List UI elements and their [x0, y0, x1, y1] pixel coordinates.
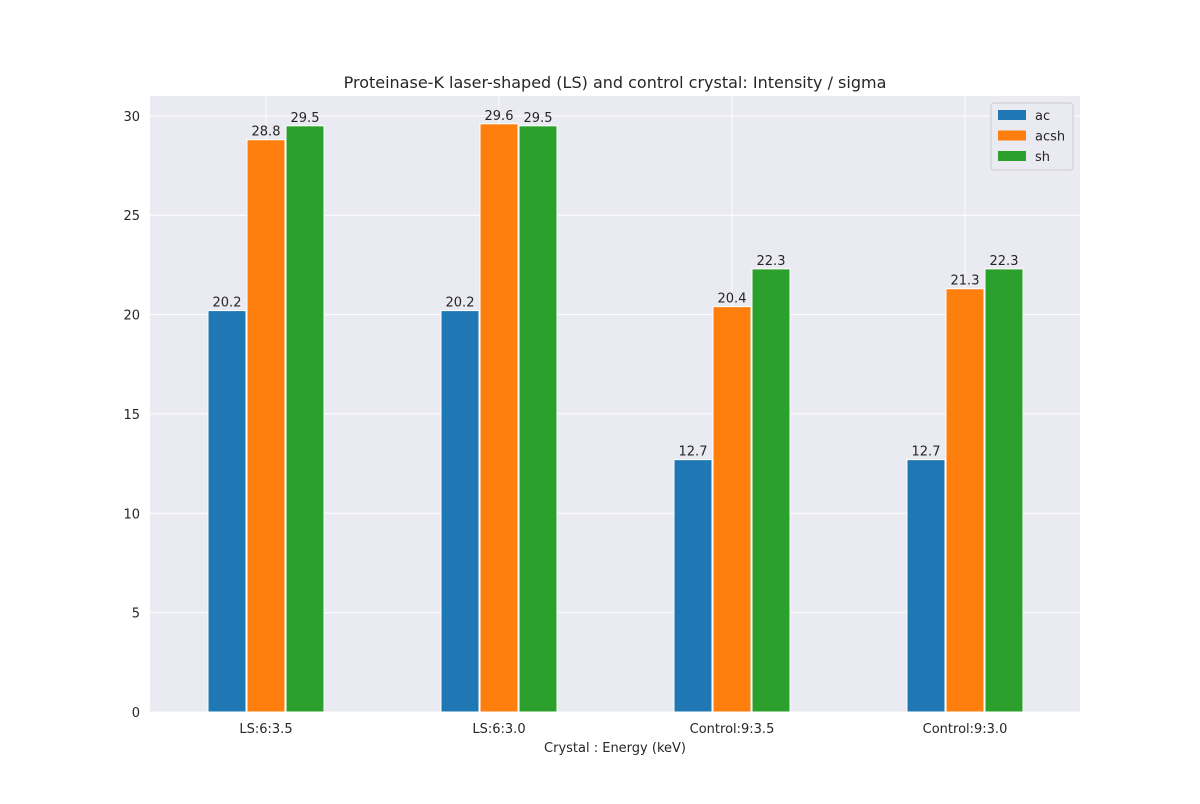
- data-label: 12.7: [679, 445, 708, 460]
- bar-sh: [984, 268, 1024, 713]
- chart-title: Proteinase-K laser-shaped (LS) and contr…: [344, 73, 887, 92]
- legend-swatch-sh: [998, 151, 1026, 161]
- y-tick-label: 10: [123, 507, 140, 522]
- x-tick-labels: LS:6:3.5 LS:6:3.0 Control:9:3.5 Control:9:3…: [239, 722, 1007, 737]
- y-tick-label: 25: [123, 209, 140, 224]
- bar-ac: [440, 310, 480, 713]
- bar-sh: [285, 125, 325, 713]
- y-tick-label: 20: [123, 309, 140, 324]
- y-tick-label: 30: [123, 110, 140, 125]
- data-label: 22.3: [990, 254, 1019, 269]
- data-label: 29.5: [291, 111, 320, 126]
- data-label: 12.7: [912, 445, 941, 460]
- y-tick-label: 0: [132, 706, 140, 721]
- data-label: 21.3: [951, 274, 980, 289]
- bar-acsh: [945, 288, 985, 713]
- legend-label-acsh: acsh: [1035, 130, 1065, 145]
- bar-acsh: [712, 306, 752, 713]
- data-labels-group: 20.2 28.8 29.5 20.2 29.6 29.5 12.7 20.4 22.3 12.7…: [213, 109, 1019, 460]
- bars-group: [207, 123, 1024, 713]
- bar-ac: [673, 459, 713, 713]
- y-tick-label: 5: [132, 607, 140, 622]
- bar-acsh: [479, 123, 519, 713]
- data-label: 22.3: [757, 254, 786, 269]
- bar-sh: [518, 125, 558, 713]
- data-label: 29.6: [485, 109, 514, 124]
- x-tick-label: LS:6:3.0: [472, 722, 525, 737]
- legend-label-ac: ac: [1035, 109, 1050, 124]
- legend-label-sh: sh: [1035, 150, 1050, 165]
- x-tick-label: Control:9:3.5: [690, 722, 775, 737]
- data-label: 20.2: [446, 296, 475, 311]
- x-axis-label: Crystal : Energy (keV): [544, 741, 686, 756]
- bar-acsh: [246, 139, 286, 713]
- data-label: 20.2: [213, 296, 242, 311]
- legend: ac acsh sh: [990, 102, 1074, 171]
- y-tick-labels: 0 5 10 15 20 25 30: [123, 110, 140, 721]
- data-label: 20.4: [718, 292, 747, 307]
- bar-ac: [207, 310, 247, 713]
- data-label: 29.5: [524, 111, 553, 126]
- bar-ac: [906, 459, 946, 713]
- legend-swatch-acsh: [998, 130, 1026, 141]
- data-label: 28.8: [252, 125, 281, 140]
- legend-swatch-ac: [998, 110, 1026, 120]
- x-tick-label: LS:6:3.5: [239, 722, 292, 737]
- bar-sh: [751, 268, 791, 713]
- x-tick-label: Control:9:3.0: [923, 722, 1008, 737]
- y-tick-label: 15: [123, 408, 140, 423]
